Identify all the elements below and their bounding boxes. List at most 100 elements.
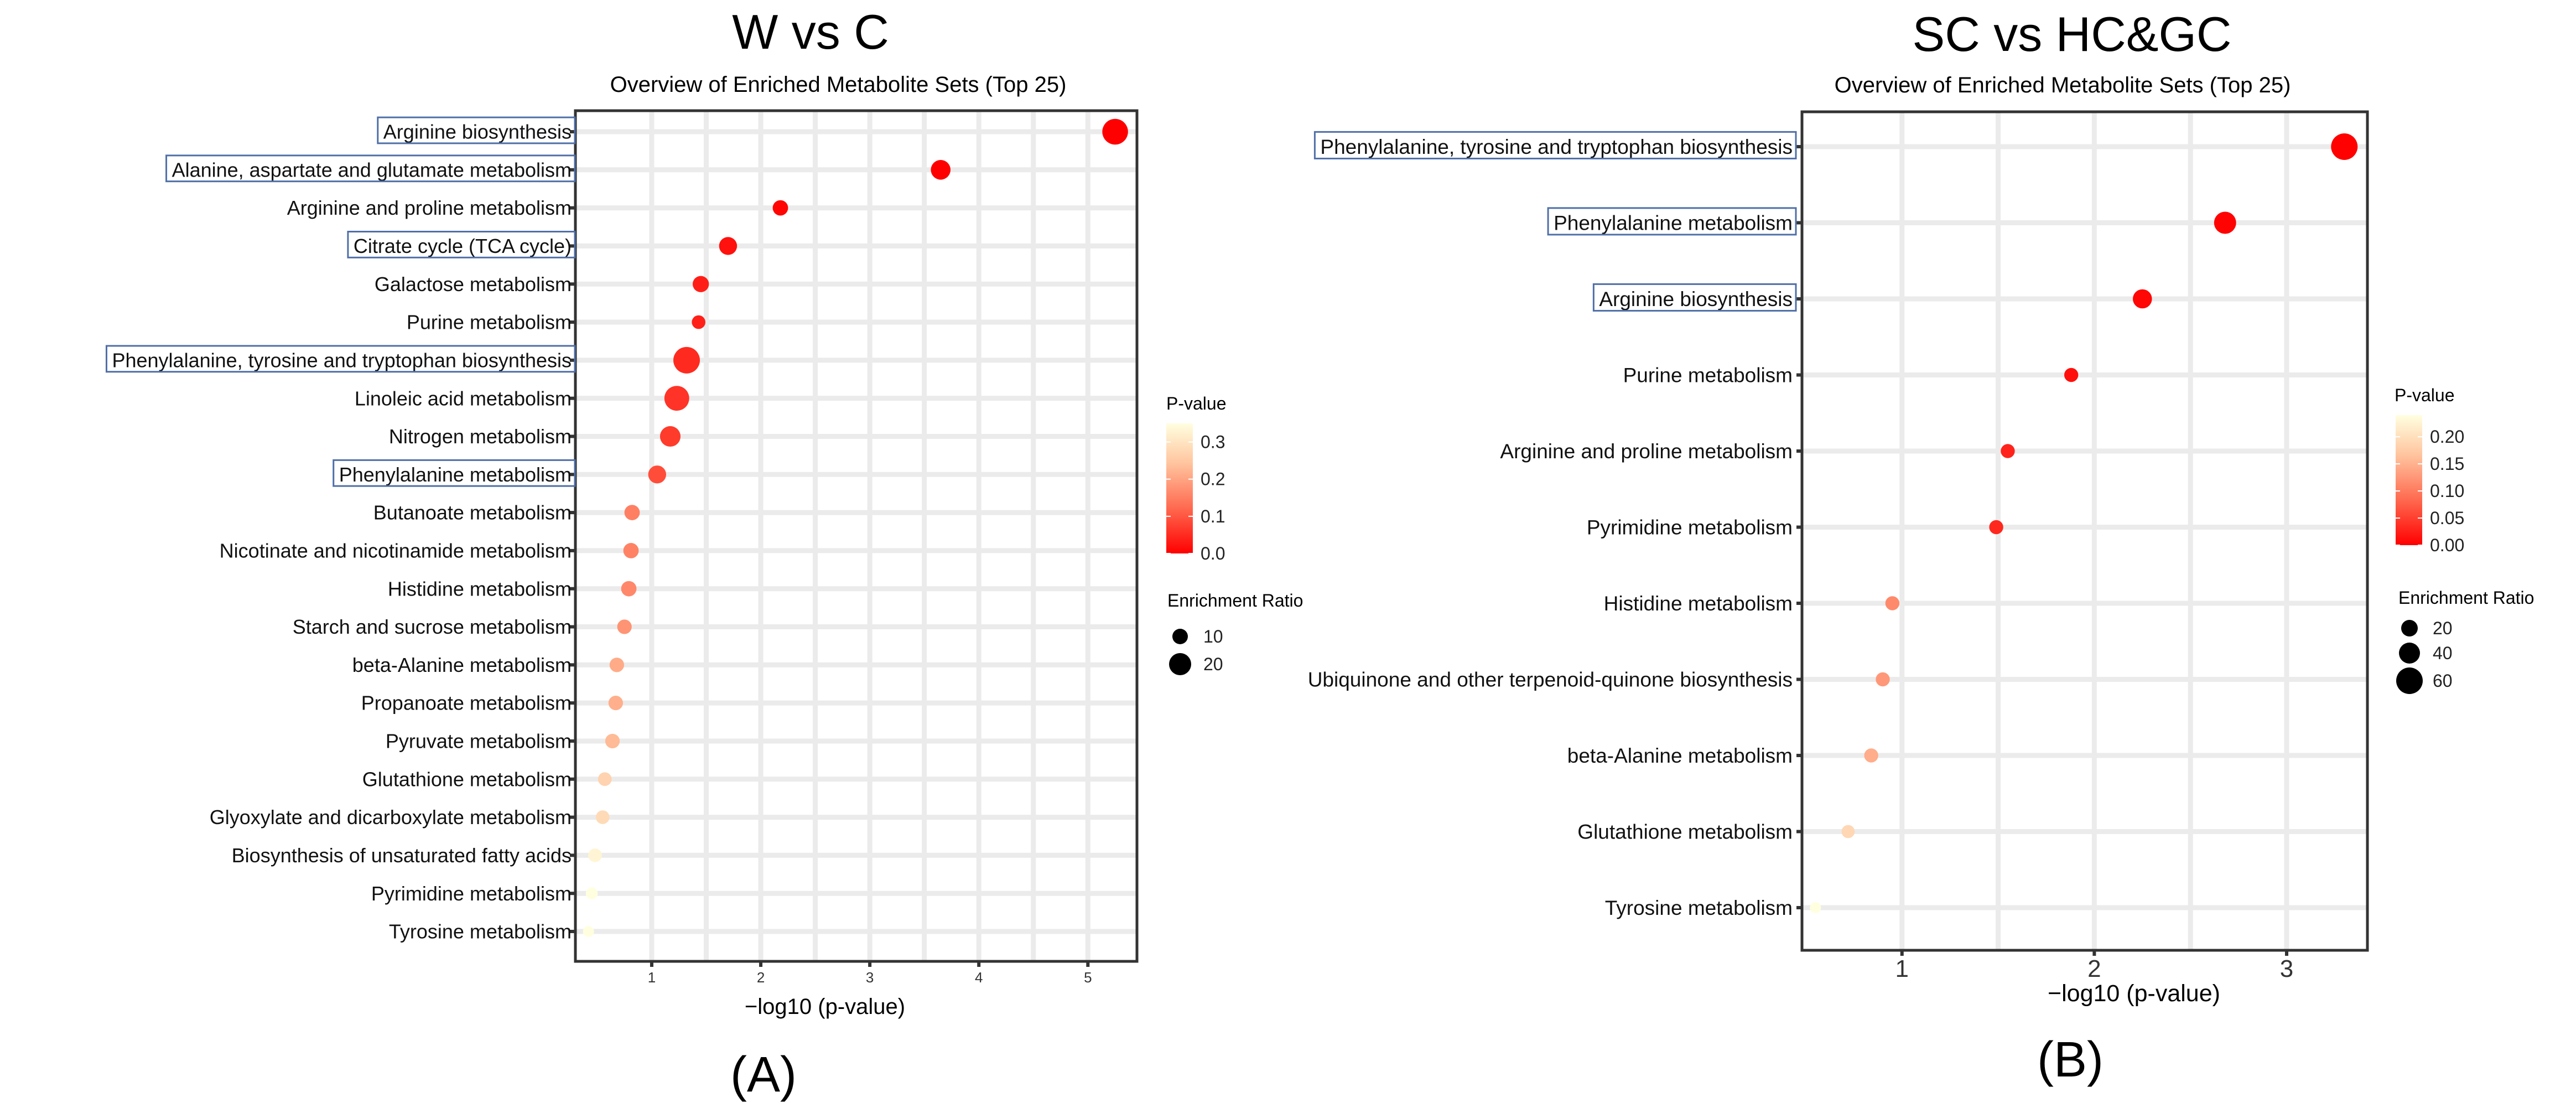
color-legend-label: 0.00 [2430, 535, 2464, 555]
data-point [2331, 133, 2358, 160]
panel-b-color-legend-title: P-value [2395, 385, 2455, 405]
color-legend-label: 0.1 [1201, 506, 1225, 526]
data-point [692, 276, 709, 292]
y-tick-label: Tyrosine metabolism [1605, 897, 1793, 919]
size-legend-dot [1169, 653, 1191, 675]
data-point [772, 200, 788, 216]
data-point [1102, 118, 1128, 145]
data-point [621, 581, 637, 597]
y-tick-label: Propanoate metabolism [361, 692, 572, 715]
x-tick-label: 4 [975, 969, 983, 986]
panel-a-x-axis-title: −log10 (p-value) [745, 995, 905, 1019]
y-tick-label: Phenylalanine, tyrosine and tryptophan b… [1320, 136, 1793, 158]
y-tick-label: Arginine biosynthesis [383, 121, 572, 143]
panel-a-grid [575, 111, 1137, 961]
panel-a-main-title: W vs C [732, 4, 889, 59]
panel-a-color-legend-title: P-value [1166, 394, 1227, 413]
size-legend-dot [2399, 643, 2420, 664]
data-point [659, 426, 681, 447]
panel-b-label: (B) [2037, 1032, 2104, 1088]
y-tick-label: Arginine biosynthesis [1599, 288, 1793, 310]
y-tick-label: Linoleic acid metabolism [355, 387, 572, 410]
data-point [1810, 902, 1821, 913]
data-point [2133, 289, 2152, 309]
panel-b-color-bar [2396, 415, 2422, 545]
highlight-box [1592, 283, 1797, 312]
y-tick-label: beta-Alanine metabolism [352, 654, 572, 676]
x-tick-label: 2 [2087, 955, 2101, 982]
panel-b-grid [1802, 112, 2367, 950]
y-tick-label: Arginine and proline metabolism [287, 196, 572, 219]
data-point [692, 315, 706, 329]
size-legend-label: 10 [1203, 627, 1223, 646]
size-legend-dot [1172, 629, 1188, 644]
y-tick-label: beta-Alanine metabolism [1567, 744, 1793, 767]
data-point [1841, 825, 1855, 838]
chart-panel-a: W vs C Overview of Enriched Metabolite S… [105, 4, 1303, 1102]
panel-b-subtitle: Overview of Enriched Metabolite Sets (To… [1835, 73, 2291, 97]
y-tick-label: Nitrogen metabolism [389, 425, 572, 448]
y-tick-label: Glutathione metabolism [1577, 820, 1793, 843]
size-legend-label: 20 [2433, 618, 2453, 638]
y-tick-label: Tyrosine metabolism [389, 920, 572, 943]
data-point [673, 346, 700, 374]
data-point [1989, 520, 2003, 535]
y-tick-label: Butanoate metabolism [373, 501, 572, 524]
data-point [1864, 748, 1878, 763]
data-point [931, 160, 951, 180]
highlight-box [165, 154, 576, 183]
panel-b-plot-border [1800, 110, 2369, 952]
y-tick-label: Phenylalanine metabolism [1554, 211, 1793, 234]
x-tick-label: 2 [757, 969, 765, 986]
data-point [598, 772, 612, 786]
y-tick-label: Citrate cycle (TCA cycle) [354, 235, 572, 257]
y-tick-label: Phenylalanine, tyrosine and tryptophan b… [112, 349, 572, 371]
data-point [664, 386, 689, 411]
panel-b-points [1810, 133, 2358, 913]
data-point [585, 887, 598, 899]
data-point [583, 926, 594, 937]
panel-b-y-axis: Phenylalanine, tyrosine and tryptophan b… [1308, 131, 1802, 919]
color-legend-label: 0.15 [2430, 454, 2464, 474]
y-tick-label: Glutathione metabolism [362, 768, 572, 790]
size-legend-dot [2401, 620, 2418, 636]
size-legend-label: 60 [2433, 671, 2453, 691]
x-tick-label: 3 [866, 969, 874, 986]
data-point [623, 543, 639, 558]
data-point [2064, 367, 2079, 382]
data-point [624, 505, 640, 520]
y-tick-label: Glyoxylate and dicarboxylate metabolism [210, 806, 572, 829]
panel-b-size-legend: Enrichment Ratio 20 40 60 [2396, 588, 2534, 694]
data-point [2214, 211, 2236, 234]
plot-background [1802, 112, 2367, 950]
highlight-box [1547, 207, 1797, 236]
chart-panel-b: SC vs HC&GC Overview of Enriched Metabol… [1308, 7, 2535, 1088]
data-point [595, 810, 610, 824]
highlight-box [105, 345, 576, 373]
data-point [609, 658, 625, 672]
color-legend-label: 0.3 [1201, 432, 1225, 452]
data-point [608, 696, 624, 711]
y-tick-label: Purine metabolism [1623, 364, 1793, 386]
y-tick-label: Starch and sucrose metabolism [293, 615, 572, 638]
highlight-box [377, 116, 576, 144]
color-legend-label: 0.10 [2430, 481, 2464, 501]
panel-a-x-axis: 1 2 3 4 5 [648, 961, 1092, 986]
panel-b-color-legend: P-value 0.20 0.15 0.10 0.05 0.00 [2395, 385, 2464, 555]
color-legend-label: 0.2 [1201, 469, 1225, 489]
data-point [719, 237, 738, 255]
x-tick-label: 3 [2280, 955, 2293, 982]
data-point [605, 733, 620, 749]
data-point [1885, 596, 1900, 610]
highlight-box [1313, 131, 1797, 159]
y-tick-label: Phenylalanine metabolism [339, 463, 572, 486]
panel-b-x-axis-title: −log10 (p-value) [2048, 980, 2220, 1007]
y-tick-label: Arginine and proline metabolism [1500, 440, 1793, 463]
data-point [588, 848, 602, 862]
y-tick-label: Pyrimidine metabolism [1587, 516, 1793, 539]
y-tick-label: Nicotinate and nicotinamide metabolism [220, 540, 572, 562]
data-point [1876, 672, 1890, 687]
x-tick-label: 1 [1895, 955, 1909, 982]
y-tick-label: Alanine, aspartate and glutamate metabol… [172, 158, 572, 181]
